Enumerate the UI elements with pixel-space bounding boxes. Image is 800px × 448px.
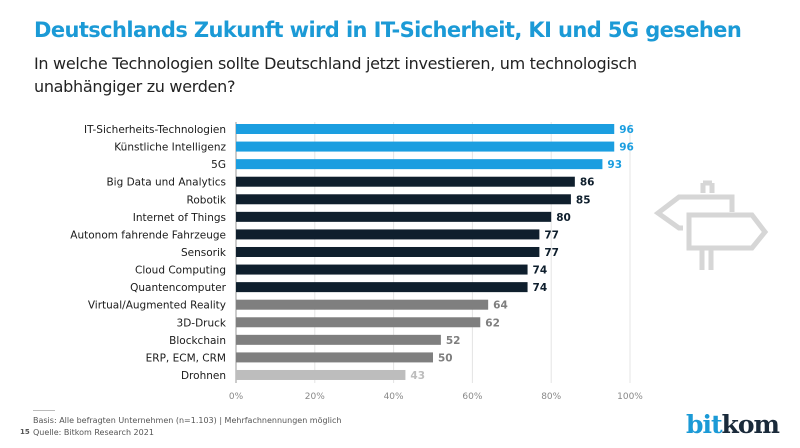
data-label: 86: [580, 177, 595, 189]
bar: [236, 229, 540, 240]
bar: [236, 194, 571, 205]
data-label: 93: [607, 159, 622, 171]
x-tick-label: 60%: [462, 392, 482, 402]
category-label: Big Data und Analytics: [106, 177, 226, 189]
footnote-basis: Basis: Alle befragten Unternehmen (n=1.1…: [33, 416, 342, 425]
data-label: 74: [533, 265, 548, 277]
data-label: 50: [438, 352, 453, 364]
category-label: 5G: [211, 159, 226, 171]
bar: [236, 159, 603, 170]
category-label: Künstliche Intelligenz: [114, 142, 226, 154]
page-title: Deutschlands Zukunft wird in IT-Sicherhe…: [34, 18, 742, 42]
category-label: Sensorik: [181, 247, 227, 259]
bitkom-logo: bitkom: [686, 410, 780, 439]
bar: [236, 317, 481, 328]
footnote-source: Quelle: Bitkom Research 2021: [33, 428, 154, 437]
bar: [236, 352, 433, 363]
category-label: Quantencomputer: [130, 282, 227, 294]
data-label: 85: [576, 194, 591, 206]
bar: [236, 334, 441, 345]
data-label: 96: [619, 142, 634, 154]
data-label: 80: [556, 212, 571, 224]
footer-divider: [33, 410, 55, 411]
data-label: 52: [446, 335, 461, 347]
bar: [236, 246, 540, 257]
bar: [236, 369, 406, 380]
category-label: IT-Sicherheits-Technologien: [84, 124, 226, 136]
category-label: Autonom fahrende Fahrzeuge: [70, 229, 226, 241]
category-label: ERP, ECM, CRM: [146, 352, 226, 364]
category-label: Cloud Computing: [135, 265, 226, 277]
data-label: 74: [533, 282, 548, 294]
bar: [236, 124, 615, 134]
x-tick-label: 0%: [229, 392, 244, 402]
bar: [236, 282, 528, 293]
data-label: 64: [493, 300, 508, 312]
data-label: 77: [544, 247, 559, 259]
data-label: 96: [619, 124, 634, 136]
category-label: Robotik: [187, 194, 227, 206]
data-label: 62: [485, 317, 500, 329]
bar: [236, 264, 528, 275]
bar: [236, 211, 552, 222]
category-label: Drohnen: [181, 370, 226, 382]
data-label: 43: [410, 370, 425, 382]
category-label: Virtual/Augmented Reality: [88, 300, 226, 312]
page-subtitle: In welche Technologien sollte Deutschlan…: [34, 54, 637, 96]
category-label: Internet of Things: [133, 212, 226, 224]
category-label: 3D-Druck: [177, 317, 227, 329]
bar: [236, 141, 615, 152]
bar: [236, 299, 489, 310]
bar: [236, 176, 575, 187]
x-tick-label: 80%: [541, 392, 561, 402]
category-label: Blockchain: [169, 335, 226, 347]
x-tick-label: 40%: [384, 392, 404, 402]
x-tick-label: 100%: [617, 392, 643, 402]
page-number: 15: [20, 428, 30, 436]
x-tick-label: 20%: [305, 392, 325, 402]
data-label: 77: [544, 229, 559, 241]
